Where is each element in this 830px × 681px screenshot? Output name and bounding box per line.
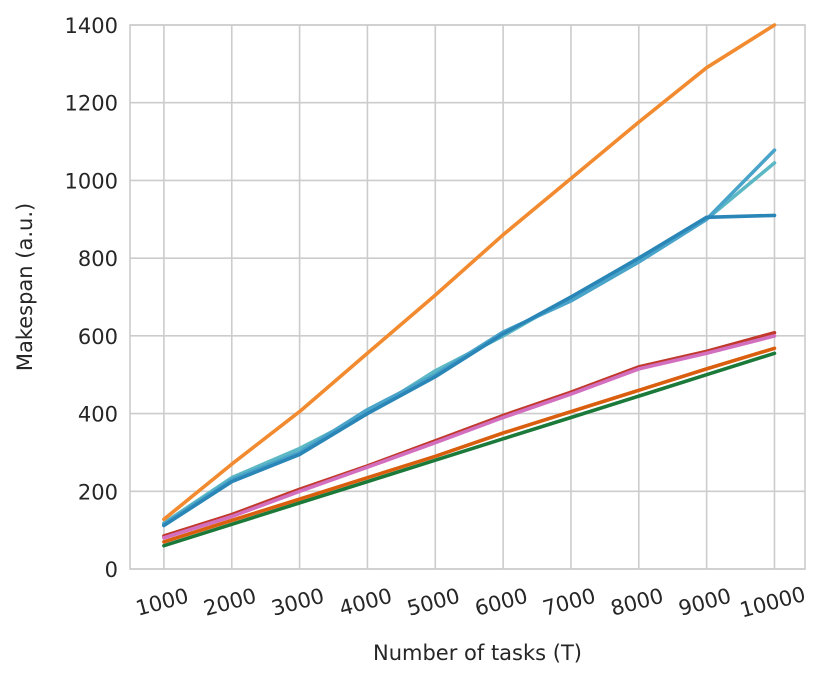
y-tick-label: 600	[78, 325, 118, 349]
series-line-6	[162, 148, 777, 527]
x-tick-label: 8000	[608, 584, 666, 621]
x-tick-label: 9000	[676, 584, 734, 621]
series-group	[162, 23, 777, 548]
x-tick-label: 2000	[201, 584, 259, 621]
x-tick-label: 5000	[405, 584, 463, 621]
x-tick-label: 6000	[472, 584, 530, 621]
series-line-1	[162, 351, 777, 548]
series-line-7	[162, 213, 777, 528]
y-tick-label: 400	[78, 403, 118, 427]
series-line-8	[162, 23, 777, 522]
y-tick-label: 0	[105, 558, 118, 582]
grid	[130, 24, 805, 570]
x-tick-label: 3000	[269, 584, 327, 621]
y-tick-label: 1000	[65, 169, 118, 193]
x-axis-label: Number of tasks (T)	[373, 641, 582, 665]
x-tick-label: 1000	[133, 584, 191, 621]
x-tick-label: 4000	[337, 584, 395, 621]
x-tick-labels: 1000 2000 3000 4000 5000 6000 7000 8000 9000 1000…	[133, 582, 808, 622]
x-tick-label: 7000	[540, 584, 598, 621]
y-tick-labels: 0 200 400 600 800 1000 1200 1400	[65, 14, 118, 582]
y-axis-label: Makespan (a.u.)	[13, 203, 37, 371]
series-line-3	[162, 330, 777, 538]
y-tick-label: 800	[78, 247, 118, 271]
y-tick-label: 200	[78, 480, 118, 504]
y-tick-label: 1200	[65, 92, 118, 116]
series-line-2	[162, 346, 777, 544]
plot-frame	[129, 24, 806, 570]
x-tick-label: 10000	[737, 582, 808, 622]
y-tick-label: 1400	[65, 14, 118, 38]
series-line-4	[162, 334, 777, 540]
